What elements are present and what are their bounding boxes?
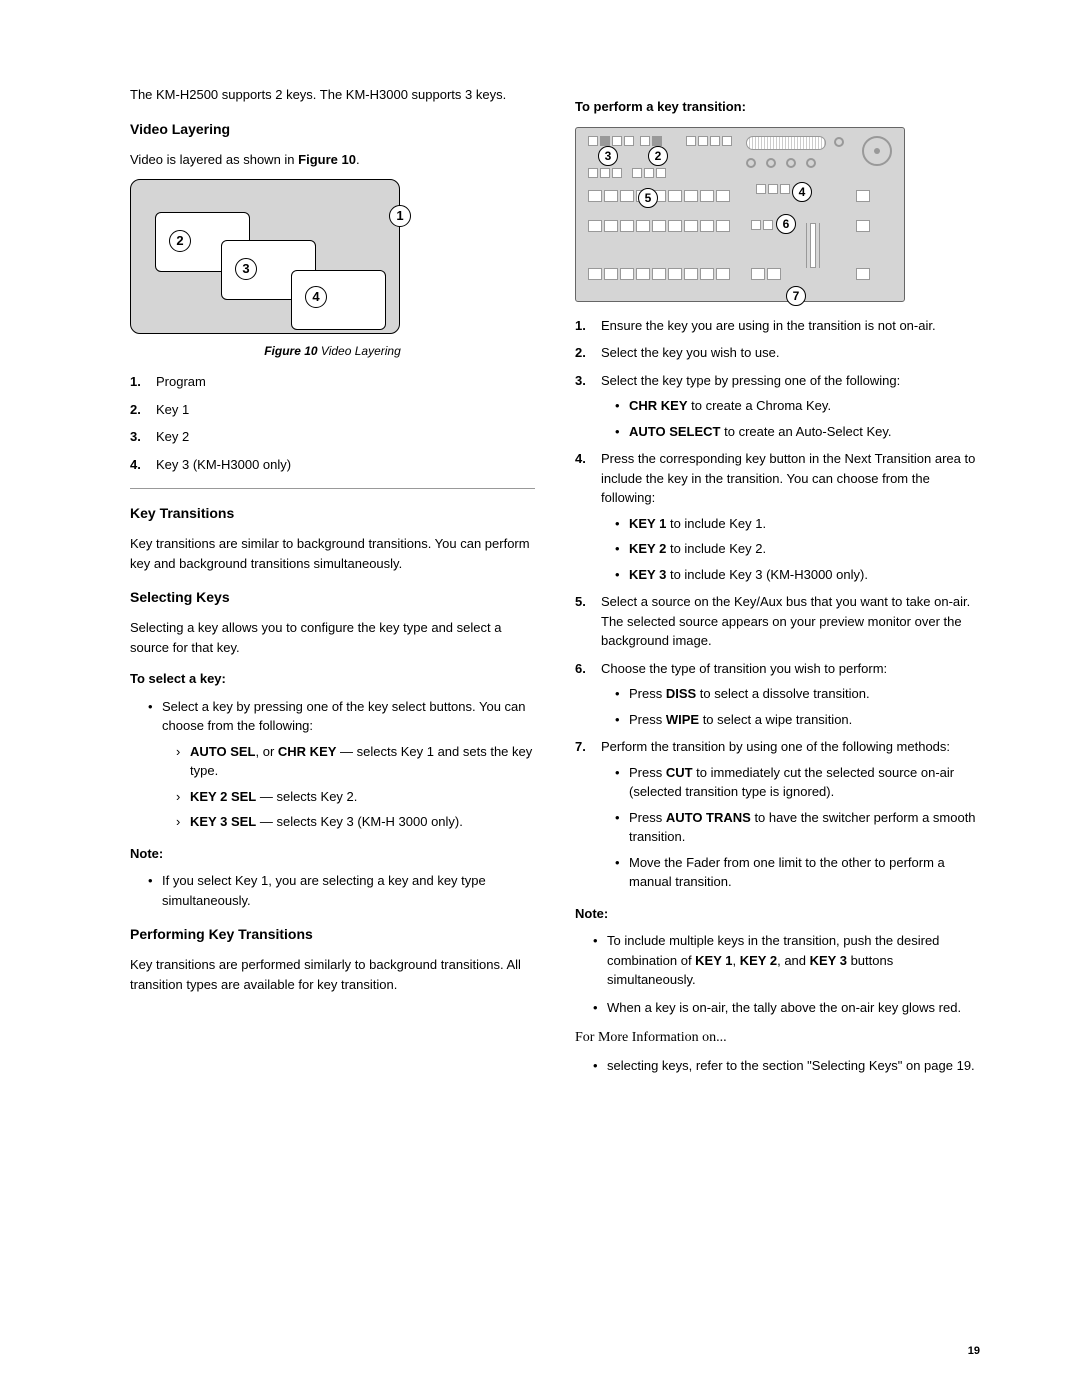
heading-selecting-keys: Selecting Keys (130, 587, 535, 608)
step-item: Select the key type by pressing one of t… (575, 371, 980, 442)
callout-3: 3 (235, 258, 257, 280)
layering-diagram: 1 2 3 4 (130, 179, 400, 334)
performing-text: Key transitions are performed similarly … (130, 955, 535, 994)
more-info-heading: For More Information on... (575, 1027, 980, 1048)
note-heading: Note: (130, 844, 535, 864)
figure-10: 1 2 3 4 (130, 179, 535, 334)
note-heading: Note: (575, 904, 980, 924)
legend-item: Key 2 (130, 427, 535, 447)
heading-to-select: To select a key: (130, 669, 535, 689)
callout-2: 2 (648, 146, 668, 166)
legend-item: Program (130, 372, 535, 392)
sub-item: AUTO SEL, or CHR KEY — selects Key 1 and… (176, 742, 535, 781)
legend-item: Key 3 (KM-H3000 only) (130, 455, 535, 475)
more-info-item: selecting keys, refer to the section "Se… (593, 1056, 980, 1076)
legend-item: Key 1 (130, 400, 535, 420)
sub-item: Move the Fader from one limit to the oth… (615, 853, 980, 892)
callout-6: 6 (776, 214, 796, 234)
note-item: If you select Key 1, you are selecting a… (148, 871, 535, 910)
step-item: Perform the transition by using one of t… (575, 737, 980, 892)
heading-video-layering: Video Layering (130, 119, 535, 140)
intro-text: The KM-H2500 supports 2 keys. The KM-H30… (130, 85, 535, 105)
callout-2: 2 (169, 230, 191, 252)
step-item: Select the key you wish to use. (575, 343, 980, 363)
key-transitions-text: Key transitions are similar to backgroun… (130, 534, 535, 573)
panel-diagram: 2 3 4 5 6 7 (575, 127, 905, 302)
heading-key-transitions: Key Transitions (130, 503, 535, 524)
sub-item: AUTO SELECT to create an Auto-Select Key… (615, 422, 980, 442)
sub-item: Press CUT to immediately cut the selecte… (615, 763, 980, 802)
sub-item: KEY 2 to include Key 2. (615, 539, 980, 559)
sub-item: KEY 3 SEL — selects Key 3 (KM-H 3000 onl… (176, 812, 535, 832)
callout-7: 7 (786, 286, 806, 306)
callout-1: 1 (389, 205, 411, 227)
callout-3: 3 (598, 146, 618, 166)
note-list: If you select Key 1, you are selecting a… (148, 871, 535, 910)
heading-performing: Performing Key Transitions (130, 924, 535, 945)
perform-steps: Ensure the key you are using in the tran… (575, 316, 980, 892)
step-item: Select a source on the Key/Aux bus that … (575, 592, 980, 651)
divider (130, 488, 535, 489)
heading-to-perform: To perform a key transition: (575, 97, 980, 117)
step-item: Choose the type of transition you wish t… (575, 659, 980, 730)
sub-item: Press DISS to select a dissolve transiti… (615, 684, 980, 704)
note-item: When a key is on-air, the tally above th… (593, 998, 980, 1018)
right-column: To perform a key transition: (575, 85, 980, 1086)
panel-figure: 2 3 4 5 6 7 (575, 127, 980, 302)
step-item: Press the corresponding key button in th… (575, 449, 980, 584)
sub-item: KEY 1 to include Key 1. (615, 514, 980, 534)
sub-item: Press AUTO TRANS to have the switcher pe… (615, 808, 980, 847)
video-layering-text: Video is layered as shown in Figure 10. (130, 150, 535, 170)
more-info-list: selecting keys, refer to the section "Se… (593, 1056, 980, 1076)
selecting-keys-text: Selecting a key allows you to configure … (130, 618, 535, 657)
figure-10-caption: Figure 10 Video Layering (130, 342, 535, 360)
sub-item: CHR KEY to create a Chroma Key. (615, 396, 980, 416)
note-item: To include multiple keys in the transiti… (593, 931, 980, 990)
page-number: 19 (968, 1343, 980, 1360)
callout-4: 4 (305, 286, 327, 308)
select-key-list: Select a key by pressing one of the key … (148, 697, 535, 832)
step-item: Ensure the key you are using in the tran… (575, 316, 980, 336)
callout-4: 4 (792, 182, 812, 202)
note-list: To include multiple keys in the transiti… (593, 931, 980, 1017)
sub-item: KEY 3 to include Key 3 (KM-H3000 only). (615, 565, 980, 585)
sub-item: KEY 2 SEL — selects Key 2. (176, 787, 535, 807)
list-item: Select a key by pressing one of the key … (148, 697, 535, 832)
layering-legend: Program Key 1 Key 2 Key 3 (KM-H3000 only… (130, 372, 535, 474)
left-column: The KM-H2500 supports 2 keys. The KM-H30… (130, 85, 535, 1086)
callout-5: 5 (638, 188, 658, 208)
sub-item: Press WIPE to select a wipe transition. (615, 710, 980, 730)
